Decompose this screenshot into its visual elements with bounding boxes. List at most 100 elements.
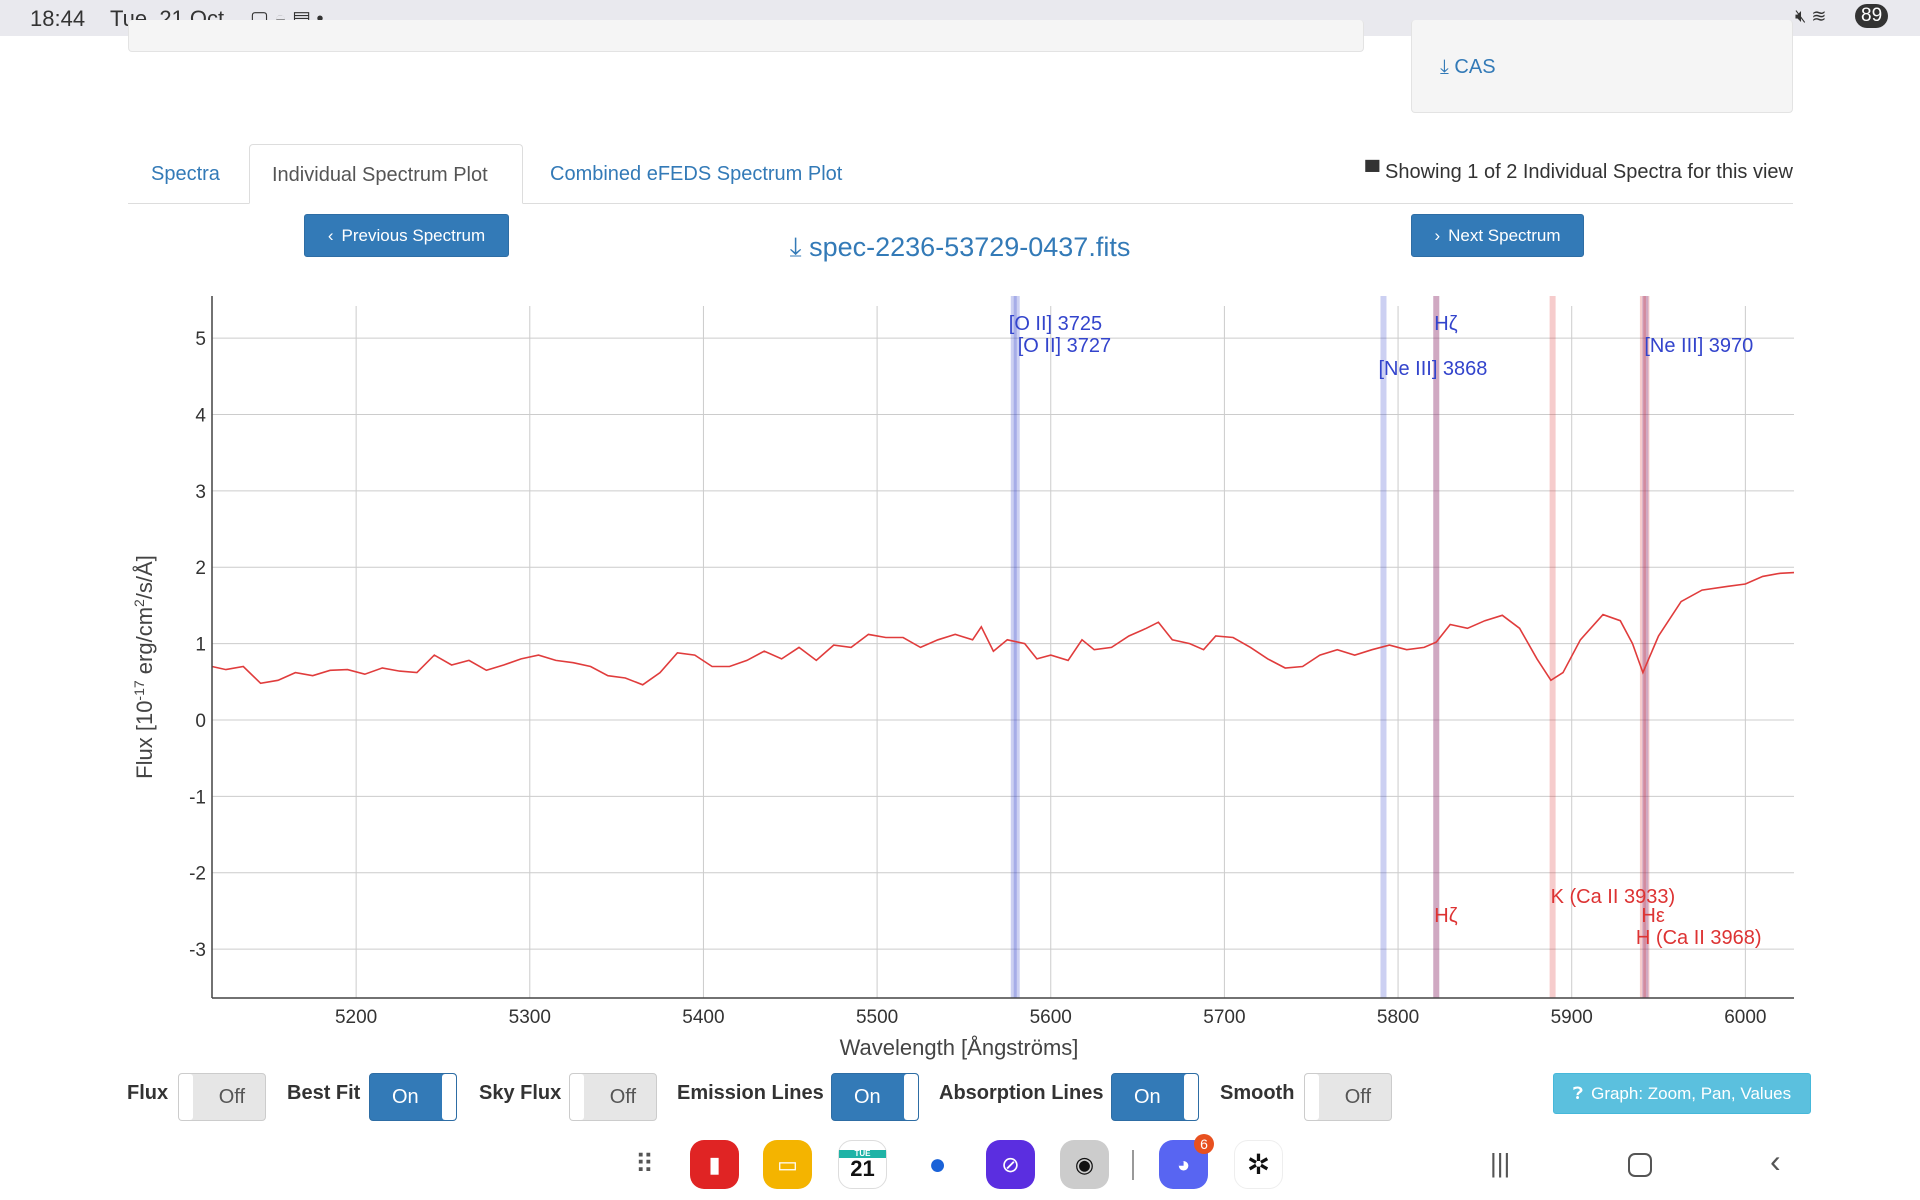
emission-line-label: [Ne III] 3868 xyxy=(1378,358,1487,380)
question-circle-icon: ❓︎ xyxy=(1572,1083,1584,1103)
toggle-knob xyxy=(179,1074,193,1120)
graph-help-label: Graph: Zoom, Pan, Values xyxy=(1591,1083,1792,1103)
x-tick-label: 5800 xyxy=(1377,1007,1419,1028)
previous-spectrum-button[interactable]: ‹ Previous Spectrum xyxy=(304,214,509,257)
showing-count: ▀ Showing 1 of 2 Individual Spectra for … xyxy=(1365,161,1793,184)
status-time: 18:44 xyxy=(30,6,86,31)
smooth-toggle[interactable]: Off xyxy=(1304,1073,1392,1121)
x-axis-title: Wavelength [Ångströms] xyxy=(840,1035,1079,1060)
back-button[interactable]: ‹ xyxy=(1770,1143,1781,1179)
emission-lines-toggle[interactable]: On xyxy=(831,1073,919,1121)
emission-line-label: [Ne III] 3970 xyxy=(1644,335,1753,357)
x-tick-label: 5900 xyxy=(1551,1007,1593,1028)
y-tick-label: 3 xyxy=(195,482,206,503)
battery-indicator: 89 xyxy=(1855,4,1889,28)
sky-flux-toggle[interactable]: Off xyxy=(569,1073,657,1121)
best-fit-label: Best Fit xyxy=(287,1082,361,1104)
sky-flux-label: Sky Flux xyxy=(479,1082,562,1104)
spectrum-file-link[interactable]: ⤓ spec-2236-53729-0437.fits xyxy=(0,232,1920,264)
emission-line-marker xyxy=(1013,296,1020,998)
toggle-state: On xyxy=(854,1086,881,1108)
recents-button[interactable]: ||| xyxy=(1490,1148,1511,1178)
cas-link[interactable]: ⤓ CAS xyxy=(1440,56,1496,79)
browser-app-icon[interactable]: ⊘ xyxy=(986,1140,1035,1189)
absorption-lines-label: Absorption Lines xyxy=(939,1082,1104,1104)
x-tick-label: 6000 xyxy=(1724,1007,1766,1028)
graph-help-button[interactable]: ❓︎ Graph: Zoom, Pan, Values xyxy=(1553,1073,1811,1114)
absorption-line-label: K (Ca II 3933) xyxy=(1551,886,1676,908)
x-tick-label: 5600 xyxy=(1030,1007,1072,1028)
chevron-left-icon: ‹ xyxy=(327,225,334,245)
emission-line-label: [O II] 3725 xyxy=(1009,313,1102,335)
flux-series-line xyxy=(211,571,1795,686)
chevron-right-icon: › xyxy=(1434,225,1441,245)
chatgpt-app-icon[interactable]: ✲ xyxy=(1234,1140,1283,1189)
x-tick-label: 5500 xyxy=(856,1007,898,1028)
toggle-state: On xyxy=(1134,1086,1161,1108)
emission-line-label: Hζ xyxy=(1434,313,1457,335)
absorption-line-marker xyxy=(1643,296,1650,998)
download-icon: ⤓ xyxy=(1440,56,1449,78)
x-tick-label: 5300 xyxy=(509,1007,551,1028)
calendar-app-icon[interactable]: TUE 21 xyxy=(838,1140,887,1189)
tab-divider xyxy=(128,203,1793,204)
files-app-icon[interactable]: ▭ xyxy=(763,1140,812,1189)
info-panel xyxy=(128,20,1364,52)
next-spectrum-button[interactable]: › Next Spectrum xyxy=(1411,214,1584,257)
x-tick-label: 5700 xyxy=(1203,1007,1245,1028)
camera-app-icon[interactable]: ◉ xyxy=(1060,1140,1109,1189)
app-icon-red[interactable]: ▮ xyxy=(690,1140,739,1189)
emission-line-marker xyxy=(1010,296,1017,998)
monitor-icon: ▀ xyxy=(1365,161,1385,183)
emission-line-label: [O II] 3727 xyxy=(1018,335,1111,357)
toggle-knob xyxy=(1184,1074,1198,1120)
y-tick-label: -2 xyxy=(189,864,206,885)
y-tick-label: 0 xyxy=(195,711,206,732)
absorption-lines-toggle[interactable]: On xyxy=(1111,1073,1199,1121)
y-tick-label: -3 xyxy=(189,940,206,961)
y-tick-label: 2 xyxy=(195,558,206,579)
x-tick-label: 5400 xyxy=(682,1007,724,1028)
download-icon: ⤓ xyxy=(789,232,810,262)
absorption-line-marker xyxy=(1549,296,1556,998)
toggle-state: Off xyxy=(609,1086,636,1108)
discord-app-icon[interactable]: ◕ 6 xyxy=(1159,1134,1214,1189)
messages-app-icon[interactable]: ● xyxy=(928,1147,947,1181)
spectrum-chart[interactable]: [O II] 3725[O II] 3727 [Ne III] 3868 Hζ [Ne… xyxy=(120,290,1840,1070)
y-tick-label: -1 xyxy=(189,787,206,808)
filename: spec-2236-53729-0437.fits xyxy=(809,232,1131,262)
emission-lines-label: Emission Lines xyxy=(677,1082,824,1104)
y-tick-label: 5 xyxy=(195,329,206,350)
absorption-line-label: Hζ xyxy=(1434,905,1457,927)
toggle-state: Off xyxy=(1344,1086,1371,1108)
calendar-date: 21 xyxy=(850,1155,875,1181)
notification-badge: 6 xyxy=(1194,1134,1214,1154)
flux-label: Flux xyxy=(127,1082,169,1104)
mute-wifi-icons: 🔇︎ ≋ xyxy=(1795,6,1827,26)
toggle-knob xyxy=(570,1074,584,1120)
next-label: Next Spectrum xyxy=(1448,225,1561,245)
app-drawer-icon[interactable]: ⠿ xyxy=(634,1149,655,1179)
smooth-label: Smooth xyxy=(1220,1082,1295,1104)
calendar-day: TUE xyxy=(839,1149,886,1158)
home-button[interactable] xyxy=(1628,1153,1652,1177)
tab-spectra[interactable]: Spectra xyxy=(151,163,220,185)
toggle-state: Off xyxy=(218,1086,245,1108)
tab-individual-spectrum-plot[interactable]: Individual Spectrum Plot xyxy=(249,144,523,204)
absorption-line-marker xyxy=(1433,296,1440,998)
cas-label: CAS xyxy=(1454,56,1496,78)
y-tick-label: 4 xyxy=(195,405,206,426)
absorption-line-marker xyxy=(1639,296,1646,998)
emission-line-marker xyxy=(1433,296,1440,998)
toggle-state: On xyxy=(392,1086,419,1108)
x-tick-label: 5200 xyxy=(335,1007,377,1028)
flux-toggle[interactable]: Off xyxy=(178,1073,266,1121)
tab-combined-efeds-plot[interactable]: Combined eFEDS Spectrum Plot xyxy=(550,163,843,185)
best-fit-toggle[interactable]: On xyxy=(369,1073,457,1121)
toggle-knob xyxy=(442,1074,456,1120)
links-panel: ⤓ CAS xyxy=(1411,20,1793,113)
absorption-line-label: Hε xyxy=(1641,905,1664,927)
emission-line-marker xyxy=(1642,296,1649,998)
previous-label: Previous Spectrum xyxy=(341,225,486,245)
toggle-knob xyxy=(1305,1074,1319,1120)
